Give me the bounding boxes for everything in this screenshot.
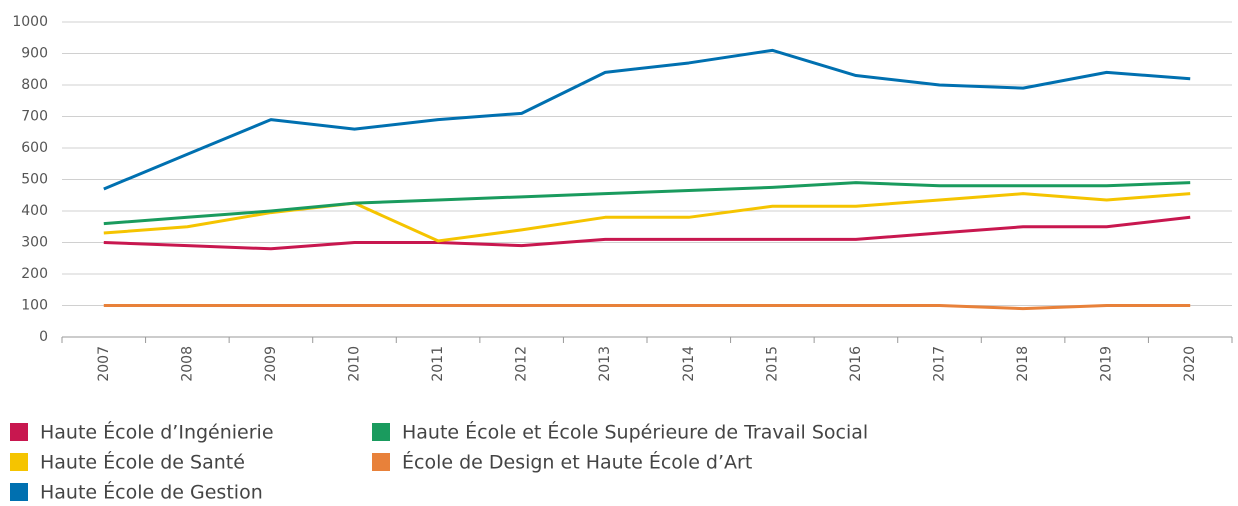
x-tick-label: 2016 [848,346,864,382]
y-tick-label: 900 [21,46,48,62]
legend-label: Haute École de Santé [40,451,245,474]
x-tick-label: 2019 [1099,346,1115,382]
x-tick-label: 2015 [764,346,780,382]
series-line [103,48,1191,191]
x-tick-label: 2014 [681,346,697,382]
x-tick-label: 2017 [932,346,948,382]
y-tick-label: 500 [21,172,48,188]
y-tick-label: 300 [21,235,48,251]
x-tick-label: 2020 [1182,346,1198,382]
legend-label: École de Design et Haute École d’Art [402,451,752,474]
x-tick-label: 2018 [1015,346,1031,382]
legend-label: Haute École de Gestion [40,481,263,504]
y-tick-label: 400 [21,203,48,219]
x-tick-label: 2009 [263,346,279,382]
y-tick-label: 200 [21,266,48,282]
x-tick-label: 2010 [347,346,363,382]
legend-label: Haute École d’Ingénierie [40,421,274,444]
y-tick-label: 800 [21,77,48,93]
legend-swatch [10,423,28,441]
series-line [103,181,1191,226]
x-tick-label: 2012 [514,346,530,382]
y-tick-label: 600 [21,140,48,156]
series-line [103,215,1191,251]
legend-swatch [372,423,390,441]
x-tick-label: 2008 [179,346,195,382]
y-tick-label: 700 [21,109,48,125]
legend-swatch [10,453,28,471]
y-tick-label: 0 [39,329,48,345]
legend-swatch [372,453,390,471]
x-tick-label: 2007 [96,346,112,382]
y-tick-label: 100 [21,298,48,314]
series-line [103,304,1191,311]
x-tick-label: 2013 [597,346,613,382]
legend-label: Haute École et École Supérieure de Trava… [402,421,868,444]
series-line [103,192,1191,243]
legend-swatch [10,483,28,501]
y-tick-label: 1000 [12,14,48,30]
x-tick-label: 2011 [430,346,446,382]
